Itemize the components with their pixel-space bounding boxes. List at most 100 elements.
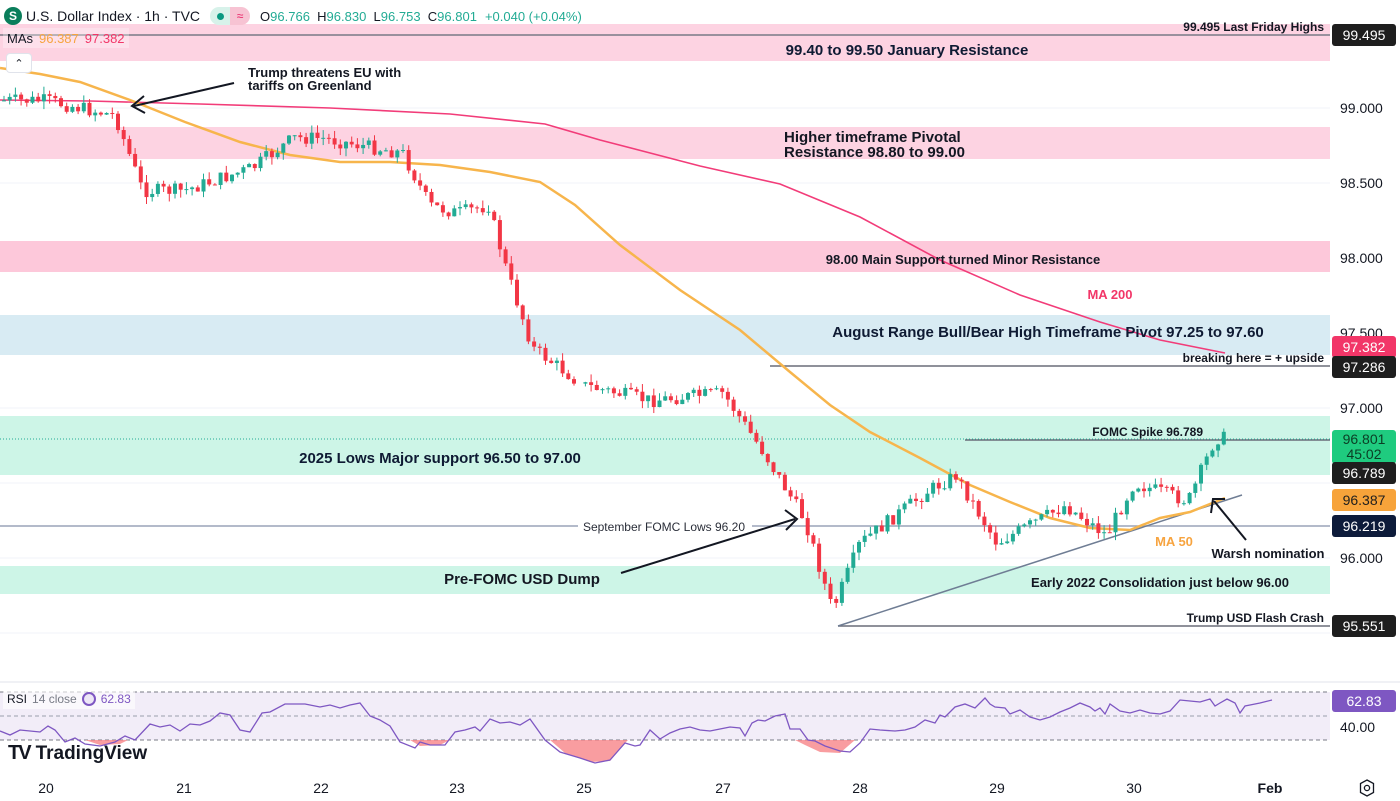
time-tick: 27 (715, 780, 731, 796)
candle (1079, 512, 1084, 519)
candle (811, 535, 816, 544)
candle (304, 137, 309, 144)
candle (24, 99, 29, 103)
candle (948, 474, 953, 489)
ma200-line (0, 99, 1226, 354)
candle (1107, 532, 1112, 534)
ma-legend[interactable]: MAs 96.387 97.382 (3, 28, 129, 48)
price-tick: 96.000 (1340, 550, 1383, 566)
candle (834, 598, 839, 603)
candle (868, 533, 873, 536)
ma50-line (0, 66, 1226, 532)
breaking-here-label: breaking here = + upside (1183, 351, 1325, 365)
candle (788, 490, 793, 497)
candle (509, 263, 514, 280)
candle (155, 183, 160, 194)
candle (663, 396, 668, 401)
symbol-logo-icon: S (4, 7, 22, 25)
chevron-up-icon: ⌃ (14, 57, 24, 70)
candle (150, 193, 155, 198)
candle (133, 153, 138, 167)
candle (315, 132, 320, 138)
candle (1016, 526, 1021, 534)
candle (13, 94, 18, 97)
candle (41, 94, 46, 102)
january-resistance-zone (0, 24, 1330, 61)
candle (1199, 464, 1203, 484)
candle (235, 172, 240, 175)
main-support-98-zone (0, 241, 1330, 272)
rsi-legend[interactable]: RSI 14 close 62.83 (3, 689, 135, 709)
status-pill[interactable]: ≈ (210, 7, 251, 25)
candle (195, 187, 200, 192)
candle (121, 130, 126, 140)
candle (611, 388, 616, 394)
august-range-zone (0, 315, 1330, 355)
candle (1039, 514, 1044, 520)
candle (851, 552, 856, 568)
price-label-last: 96.801 45:02 (1332, 430, 1396, 464)
price-label-last-friday-highs: 99.495 (1332, 24, 1396, 46)
candle (805, 518, 810, 536)
candle (372, 140, 377, 155)
candle (725, 391, 730, 400)
lows-2025-label: 2025 Lows Major support 96.50 to 97.00 (299, 450, 581, 467)
candle (1010, 533, 1015, 542)
candle (720, 388, 725, 392)
candle (515, 279, 519, 306)
price-label-fomc-spike: 96.789 (1332, 462, 1396, 484)
candle (743, 416, 747, 422)
candle (76, 106, 81, 112)
candle (366, 140, 371, 145)
htf-pivotal-resistance-zone (0, 127, 1330, 159)
symbol-title[interactable]: U.S. Dollar Index · 1h · TVC (26, 8, 201, 24)
candle (862, 535, 867, 542)
rsi-label: RSI (7, 692, 28, 706)
candle (59, 98, 63, 107)
candle (1056, 512, 1061, 515)
candle (817, 543, 822, 572)
candle (760, 441, 765, 455)
august-range-label: August Range Bull/Bear High Timeframe Pi… (832, 324, 1264, 341)
candle (497, 220, 502, 250)
candle (332, 138, 337, 145)
tradingview-mark-icon: TV (8, 742, 32, 764)
candle (36, 96, 41, 102)
candle (839, 581, 844, 603)
candle (999, 543, 1004, 545)
price-tick: 98.000 (1340, 250, 1383, 266)
candle (520, 305, 525, 320)
candle (606, 388, 611, 390)
candle (287, 135, 291, 144)
candle (469, 204, 474, 208)
candle (167, 186, 172, 194)
candle (344, 141, 348, 149)
rsi-pane (0, 691, 1330, 764)
ma50-label: MA 50 (1155, 534, 1193, 549)
settings-gear-icon[interactable] (1358, 779, 1376, 797)
candle (127, 139, 132, 154)
trump-eu-label-2: tariffs on Greenland (248, 78, 372, 93)
price-tick: 98.500 (1340, 175, 1383, 191)
candle (269, 151, 274, 158)
collapse-legend-button[interactable]: ⌃ (6, 53, 32, 73)
candle (640, 391, 645, 402)
tradingview-logo[interactable]: TV TradingView (8, 742, 147, 765)
candle (623, 387, 628, 396)
candle (161, 183, 166, 187)
candle (70, 106, 75, 112)
sept-fomc-lows-label: September FOMC Lows 96.20 (583, 520, 745, 534)
trendline (837, 494, 1243, 627)
candle (959, 479, 964, 482)
candle (1193, 483, 1198, 493)
candle (845, 567, 850, 582)
candle (389, 150, 394, 158)
candle (1221, 431, 1226, 445)
candle (532, 341, 537, 347)
candle (1187, 492, 1192, 504)
candle (925, 493, 930, 503)
symbol-legend[interactable]: S U.S. Dollar Index · 1h · TVC ≈ O96.766… (4, 5, 582, 27)
candle (697, 389, 702, 396)
candle (914, 498, 918, 501)
